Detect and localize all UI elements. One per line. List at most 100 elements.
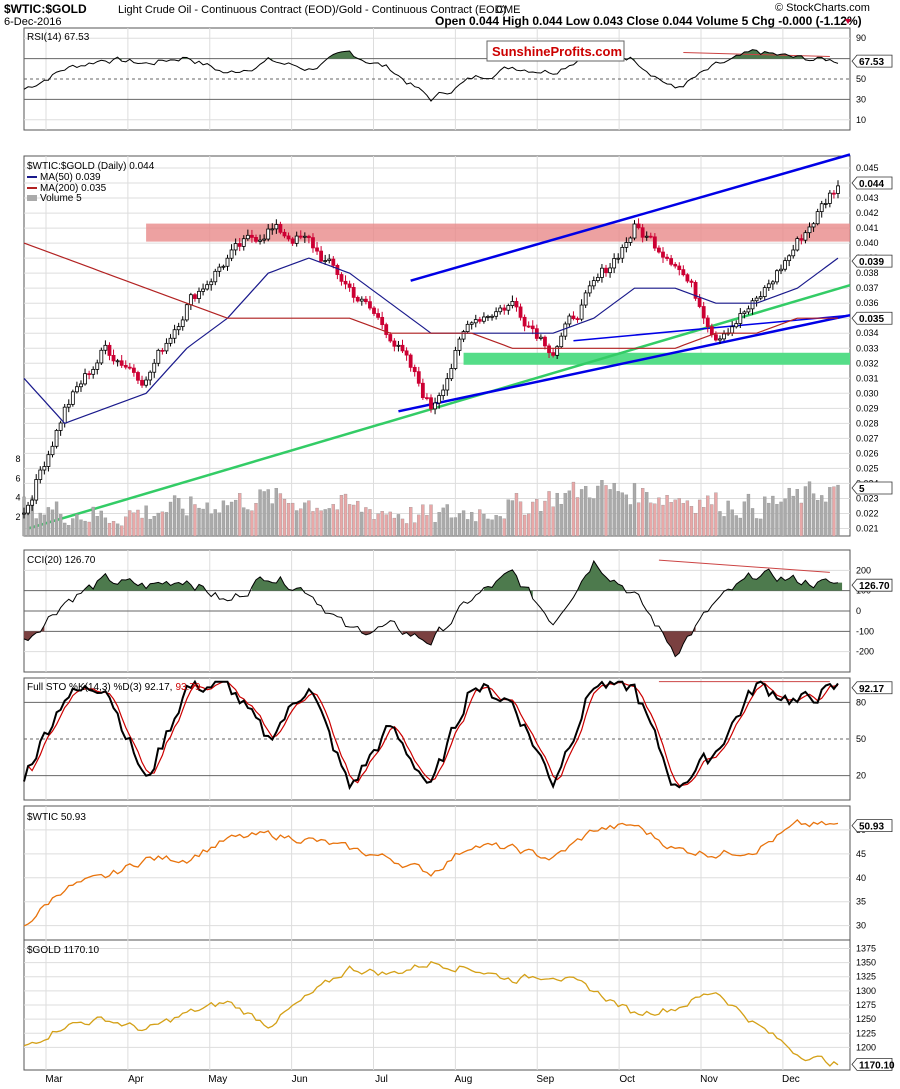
candle-body <box>559 335 564 348</box>
candle-body <box>575 318 580 321</box>
candle-body <box>648 235 653 238</box>
volume-bar <box>608 489 612 537</box>
cci-positive-fill <box>85 561 843 599</box>
volume-bar <box>290 502 295 537</box>
volume-bar <box>266 489 270 537</box>
gold-tick-1250: 1250 <box>856 1014 876 1024</box>
sto-tick-80: 80 <box>856 697 866 707</box>
volume-bar <box>738 517 742 537</box>
price-tick-0.033: 0.033 <box>856 343 879 353</box>
volume-bar <box>356 500 360 537</box>
candle-body <box>46 454 51 467</box>
candle-body <box>156 349 161 364</box>
candle-body <box>22 512 26 515</box>
price-tick-0.043: 0.043 <box>856 193 879 203</box>
candle-body <box>58 422 63 431</box>
sto-badge-text: 92.17 <box>859 684 884 695</box>
volume-bar <box>376 513 380 537</box>
candle-body <box>42 466 47 471</box>
candle-body <box>311 237 315 249</box>
candle-body <box>770 281 775 285</box>
candle-body <box>363 298 368 303</box>
candle-body <box>339 274 344 282</box>
candle-body <box>734 323 739 328</box>
gold-tick-1225: 1225 <box>856 1028 876 1038</box>
price-tick-0.038: 0.038 <box>856 268 879 278</box>
volume-bar <box>400 518 405 537</box>
volume-bar <box>783 498 787 537</box>
sto-tick-50: 50 <box>856 734 866 744</box>
candle-body <box>547 345 551 354</box>
candle-body <box>490 315 494 318</box>
candle-body <box>323 260 328 262</box>
month-label-may: May <box>208 1074 227 1085</box>
volume-bar <box>286 503 291 537</box>
candle-body <box>612 258 617 269</box>
volume-bar <box>742 501 747 537</box>
candle-body <box>262 238 267 241</box>
volume-bar <box>486 518 490 537</box>
ma50-badge: 0.039 <box>851 254 893 268</box>
volume-legend-swatch <box>27 195 37 201</box>
volume-bar <box>820 495 824 537</box>
price-tick-0.036: 0.036 <box>856 298 879 308</box>
volume-bar <box>91 506 95 537</box>
price-tick-0.026: 0.026 <box>856 448 879 458</box>
month-label-aug: Aug <box>454 1074 472 1085</box>
cci-badge-text: 126.70 <box>859 581 890 592</box>
cci-tick--100: -100 <box>856 626 874 636</box>
wtic-badge-shape <box>851 819 893 833</box>
cci-badge: 126.70 <box>851 578 893 592</box>
volume-bar <box>352 504 356 537</box>
volume-bar <box>63 522 67 537</box>
candle-body <box>689 280 694 283</box>
volume-bar <box>148 518 152 537</box>
volume-bar <box>799 502 804 537</box>
volume-bar <box>331 504 335 537</box>
candle-body <box>795 238 800 251</box>
price-panel-frame <box>23 155 851 537</box>
volume-bar <box>282 498 287 537</box>
volume-bar <box>299 508 303 537</box>
sto-label-d: 93.79 <box>175 682 200 693</box>
volume-bar <box>189 496 193 537</box>
candle-body <box>587 285 592 294</box>
candle-body <box>705 317 710 328</box>
resistance-zone <box>146 223 851 242</box>
price-tick-0.027: 0.027 <box>856 433 879 443</box>
price-tick-0.021: 0.021 <box>856 523 879 533</box>
candle-body <box>742 311 747 314</box>
ma50-badge-shape <box>851 254 893 268</box>
volume-bar <box>588 497 592 537</box>
volume-bar <box>803 486 808 537</box>
volume-bar <box>217 512 222 537</box>
gold-tick-1275: 1275 <box>856 1000 876 1010</box>
volume-bar <box>152 516 156 537</box>
candle-body <box>26 504 30 514</box>
volume-bar <box>242 507 246 537</box>
volume-bar <box>213 509 217 537</box>
volume-bar <box>718 511 722 537</box>
candle-body <box>510 301 515 306</box>
support-zone <box>463 352 850 365</box>
candle-body <box>482 316 486 322</box>
rsi-line <box>23 49 839 102</box>
volume-bar <box>575 497 580 537</box>
candle-body <box>347 283 352 288</box>
candle-body <box>217 266 222 272</box>
volume-bar <box>258 489 262 537</box>
candle-body <box>799 238 804 241</box>
candle-body <box>404 350 409 356</box>
volume-bar <box>494 515 498 537</box>
volume-bar <box>335 509 340 537</box>
candle-body <box>616 257 621 260</box>
brand-box <box>486 40 625 62</box>
candle-body <box>38 469 43 480</box>
volume-bar <box>274 488 278 537</box>
volume-bar <box>185 515 189 537</box>
wtic-tick-30: 30 <box>856 921 866 931</box>
candle-body <box>787 255 792 262</box>
volume-bar <box>653 503 657 537</box>
price-badge-text: 0.044 <box>859 179 884 190</box>
volume-bars <box>22 480 840 537</box>
